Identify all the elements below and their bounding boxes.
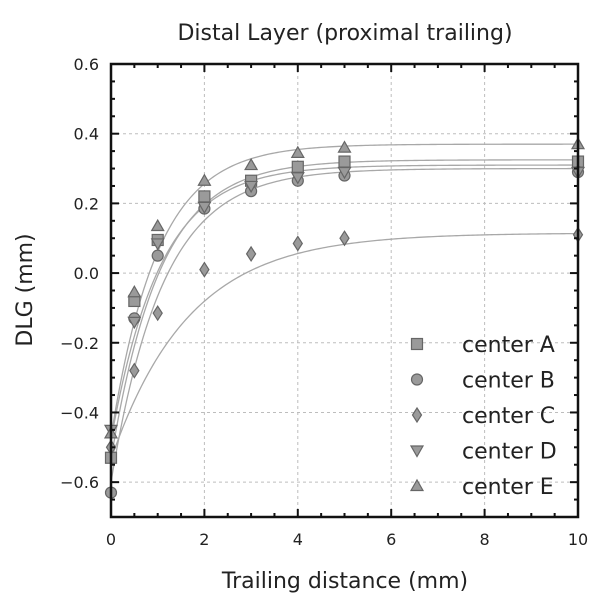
y-tick-label: 0.0 bbox=[74, 264, 99, 283]
x-tick-label: 0 bbox=[106, 530, 116, 549]
y-tick-label: 0.4 bbox=[74, 125, 99, 144]
y-tick-label: −0.6 bbox=[60, 473, 99, 492]
data-point-center-c bbox=[339, 230, 350, 247]
data-point-center-a bbox=[338, 155, 351, 168]
y-axis-label: DLG (mm) bbox=[13, 233, 38, 346]
x-tick-label: 2 bbox=[199, 530, 209, 549]
fit-curve-center-d bbox=[110, 164, 579, 441]
x-tick-label: 4 bbox=[293, 530, 303, 549]
legend-marker-center-c bbox=[411, 406, 423, 424]
data-point-center-d bbox=[197, 201, 212, 215]
data-point-center-a bbox=[291, 160, 304, 173]
data-point-center-c bbox=[245, 245, 257, 263]
legend: center A center B center C center D center E bbox=[409, 333, 557, 500]
legend-label-center-d: center D bbox=[462, 440, 557, 465]
data-point-center-d bbox=[150, 238, 165, 251]
legend-marker-center-a bbox=[410, 337, 424, 351]
legend-marker-center-b bbox=[410, 373, 424, 386]
data-point-center-d bbox=[337, 166, 352, 180]
x-axis-label: Trailing distance (mm) bbox=[221, 569, 468, 594]
data-point-center-c bbox=[152, 305, 163, 322]
legend-label-center-c: center C bbox=[462, 404, 555, 429]
data-point-center-b bbox=[151, 249, 164, 262]
legend-label-center-a: center A bbox=[462, 333, 555, 358]
x-tick-label: 6 bbox=[386, 530, 396, 549]
ticks: 0 2 4 6 8 10 −0.6 −0.4 −0.2 0.0 0.2 0.4 0.6 bbox=[60, 55, 588, 549]
fit-curves bbox=[110, 143, 579, 483]
data-point-center-e bbox=[244, 157, 259, 171]
data-point-center-c bbox=[129, 362, 140, 379]
x-tick-label: 10 bbox=[568, 530, 588, 549]
legend-label-center-e: center E bbox=[462, 475, 554, 500]
legend-label-center-b: center B bbox=[462, 369, 555, 394]
data-point-center-e bbox=[150, 218, 165, 232]
y-tick-label: −0.2 bbox=[60, 334, 99, 353]
y-tick-label: 0.6 bbox=[74, 55, 99, 74]
x-tick-label: 8 bbox=[480, 530, 490, 549]
data-point-center-e bbox=[197, 173, 212, 186]
data-point-center-e bbox=[127, 285, 142, 298]
data-point-center-a bbox=[198, 190, 211, 203]
data-point-center-d bbox=[290, 172, 305, 185]
data-point-center-c bbox=[292, 235, 304, 252]
chart-title: Distal Layer (proximal trailing) bbox=[177, 21, 512, 46]
data-point-center-e bbox=[290, 145, 305, 158]
data-point-center-d bbox=[244, 180, 259, 194]
data-point-center-e bbox=[337, 140, 352, 153]
data-point-center-c bbox=[199, 261, 210, 278]
data-point-center-d bbox=[127, 316, 142, 330]
legend-marker-center-d bbox=[409, 445, 425, 458]
y-tick-label: 0.2 bbox=[74, 194, 99, 213]
y-tick-label: −0.4 bbox=[60, 403, 99, 422]
legend-marker-center-e bbox=[409, 478, 425, 492]
